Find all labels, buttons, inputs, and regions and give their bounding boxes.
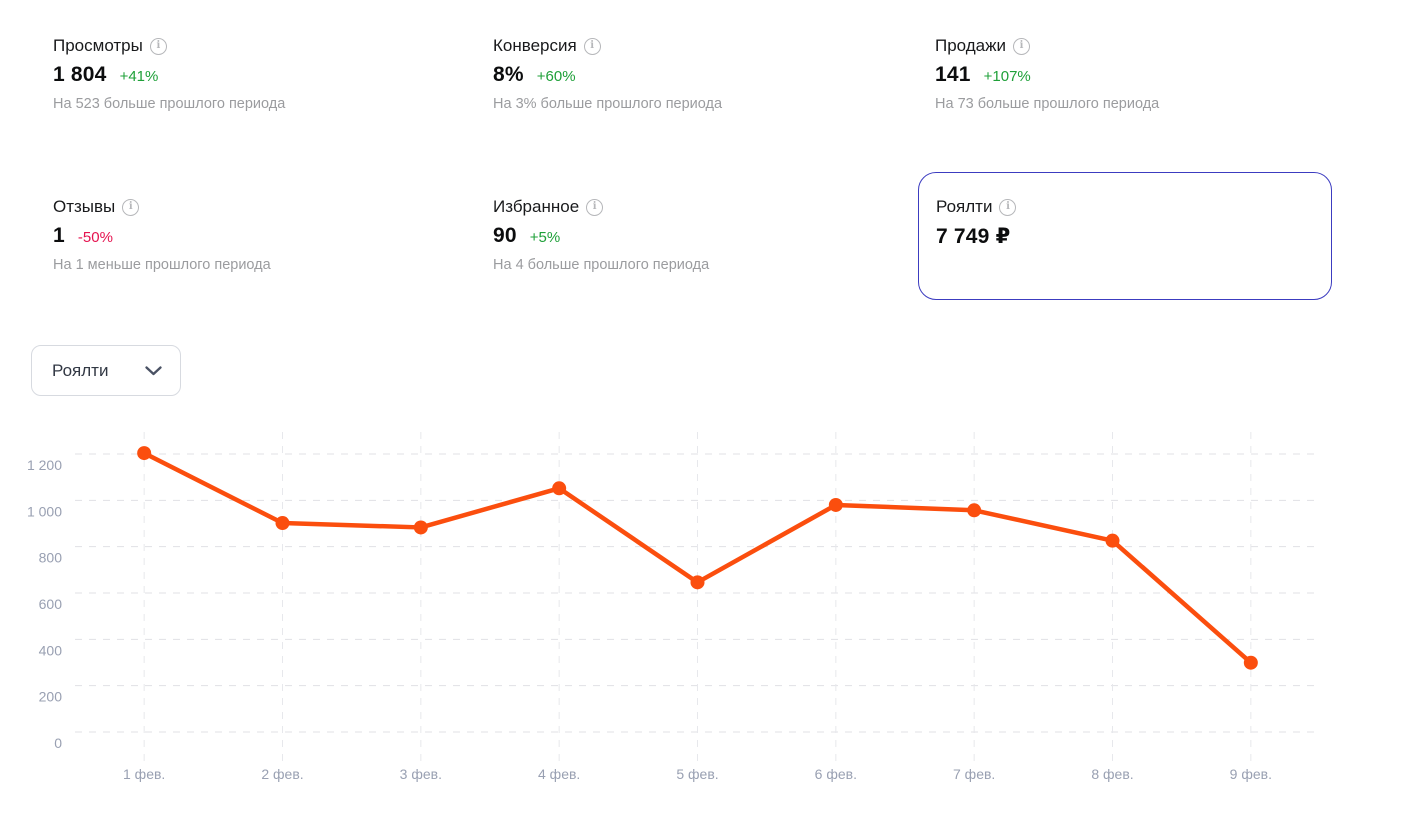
stat-title: Роялти — [936, 197, 993, 216]
info-icon[interactable]: i — [999, 198, 1017, 216]
stat-subtext: На 523 больше прошлого периода — [53, 96, 286, 112]
stat-subtext: На 73 больше прошлого периода — [935, 96, 1160, 112]
metric-selector-dropdown[interactable]: Роялти — [31, 345, 181, 396]
chart-data-point[interactable] — [413, 520, 428, 535]
metric-selector-label: Роялти — [52, 360, 109, 380]
stat-value: 7 749 ₽ — [936, 225, 1011, 248]
info-icon[interactable]: i — [583, 37, 601, 55]
info-icon[interactable]: i — [122, 198, 140, 216]
x-axis-label: 9 фев. — [1230, 766, 1272, 782]
royalty-line-chart-canvas: 0 200 400 600 800 1 000 1 200 1 фев. 2 фев. 3 фев… — [27, 432, 1320, 782]
stat-delta: +60% — [536, 68, 576, 85]
chart-data-point[interactable] — [690, 575, 705, 590]
stat-title: Просмотры — [53, 36, 143, 55]
x-axis-label: 4 фев. — [538, 766, 580, 782]
chevron-down-icon — [145, 365, 162, 376]
stat-delta: +5% — [529, 229, 561, 246]
stat-title: Конверсия — [493, 36, 577, 55]
x-axis-label: 5 фев. — [676, 766, 718, 782]
y-axis-label: 800 — [39, 550, 63, 566]
stat-value: 1 — [53, 224, 65, 247]
y-axis-label: 400 — [39, 642, 63, 658]
info-icon[interactable]: i — [586, 198, 604, 216]
chart-data-point[interactable] — [137, 446, 152, 461]
stat-value: 8% — [493, 63, 524, 86]
stat-value: 1 804 — [53, 63, 107, 86]
x-axis-label: 1 фев. — [123, 766, 165, 782]
x-axis-label: 2 фев. — [261, 766, 303, 782]
stat-title: Продажи — [935, 36, 1006, 55]
x-axis-label: 7 фев. — [953, 766, 995, 782]
y-axis-label: 200 — [39, 689, 63, 705]
stat-delta: +107% — [983, 68, 1031, 85]
royalty-line-chart: 0 200 400 600 800 1 000 1 200 1 фев. 2 фев. 3 фев… — [0, 420, 1401, 800]
info-icon[interactable]: i — [1013, 37, 1030, 55]
stat-title: Отзывы — [53, 197, 116, 216]
y-axis-label: 600 — [39, 596, 63, 612]
chart-data-point[interactable] — [967, 503, 982, 518]
chart-data-point[interactable] — [275, 516, 290, 531]
x-axis-label: 6 фев. — [815, 766, 857, 782]
stat-card-favorites: Избранное i 90 +5% На 4 больше прошлого … — [476, 172, 918, 300]
stat-card-reviews: Отзывы i 1 -50% На 1 меньше прошлого пер… — [36, 172, 476, 300]
stat-title: Избранное — [493, 197, 580, 216]
x-axis-label: 8 фев. — [1091, 766, 1133, 782]
stat-value: 141 — [935, 63, 971, 86]
chart-data-point[interactable] — [1243, 655, 1258, 670]
stat-card-views: Просмотры i 1 804 +41% На 523 больше про… — [36, 11, 476, 172]
y-axis-label: 1 000 — [27, 503, 62, 519]
chart-data-point[interactable] — [828, 497, 843, 512]
stat-subtext: На 3% больше прошлого периода — [493, 96, 723, 112]
stats-grid: Просмотры i 1 804 +41% На 523 больше про… — [36, 11, 1332, 300]
y-axis-label: 0 — [54, 735, 62, 751]
stat-delta: -50% — [77, 229, 113, 246]
stat-card-royalty: Роялти i 7 749 ₽ — [918, 172, 1332, 300]
chart-data-point[interactable] — [552, 481, 567, 496]
x-axis-label: 3 фев. — [400, 766, 442, 782]
stat-card-sales: Продажи i 141 +107% На 73 больше прошлог… — [918, 11, 1332, 172]
stat-card-conversion: Конверсия i 8% +60% На 3% больше прошлог… — [476, 11, 918, 172]
info-icon[interactable]: i — [149, 37, 167, 55]
stat-subtext: На 4 больше прошлого периода — [493, 257, 710, 273]
chart-data-point[interactable] — [1105, 533, 1120, 548]
y-axis-label: 1 200 — [27, 457, 62, 473]
stat-subtext: На 1 меньше прошлого периода — [53, 257, 271, 273]
stat-value: 90 — [493, 224, 517, 247]
stat-delta: +41% — [119, 68, 159, 85]
